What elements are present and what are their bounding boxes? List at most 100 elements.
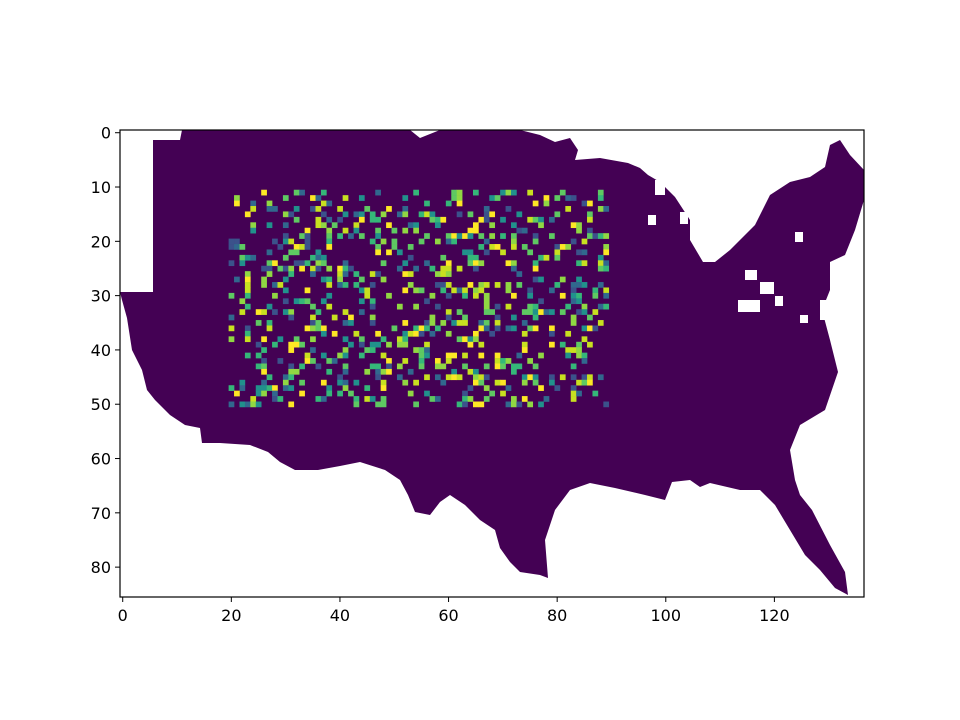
heatmap-cell: [342, 227, 349, 234]
heatmap-cell: [434, 282, 441, 288]
heatmap-cell: [472, 336, 479, 343]
heatmap-cell: [342, 363, 349, 370]
heatmap-cell: [250, 254, 257, 261]
heatmap-cell: [434, 303, 441, 310]
heatmap-cell: [272, 206, 278, 212]
heatmap-cell: [521, 244, 528, 250]
heatmap-cell: [348, 233, 354, 239]
heatmap-cell: [511, 222, 517, 229]
heatmap-cell: [380, 401, 387, 408]
heatmap-cell: [603, 249, 610, 256]
heatmap-cell: [424, 341, 430, 348]
heatmap-cell: [489, 309, 496, 315]
heatmap-cell: [603, 244, 610, 250]
heatmap-cell: [581, 309, 588, 315]
heatmap-cell: [337, 206, 343, 212]
heatmap-cell: [511, 314, 517, 321]
heatmap-cell: [554, 195, 561, 201]
heatmap-cell: [472, 287, 479, 294]
heatmap-cell: [299, 233, 305, 239]
heatmap-cell: [386, 358, 392, 364]
heatmap-cell: [434, 216, 441, 223]
heatmap-cell: [494, 358, 501, 364]
heatmap-cell: [282, 385, 289, 391]
heatmap-cell: [364, 347, 371, 353]
heatmap-cell: [293, 260, 300, 267]
heatmap-cell: [467, 254, 474, 261]
heatmap-cell: [293, 244, 300, 250]
heatmap-cell: [576, 249, 582, 256]
heatmap-cell: [282, 211, 289, 218]
heatmap-cell: [592, 390, 599, 397]
heatmap-cell: [554, 254, 561, 261]
heatmap-cell: [310, 314, 316, 321]
heatmap-cell: [255, 352, 262, 359]
heatmap-cell: [570, 292, 577, 299]
heatmap-cell: [532, 238, 539, 245]
heatmap-cell: [587, 374, 593, 381]
heatmap-cell: [277, 358, 284, 364]
heatmap-cell: [478, 320, 485, 326]
heatmap-cell: [581, 249, 588, 256]
heatmap-cell: [348, 265, 354, 272]
heatmap-cell: [402, 195, 409, 201]
heatmap-cell: [483, 303, 490, 310]
heatmap-cell: [445, 314, 452, 321]
heatmap-cell: [293, 216, 300, 223]
heatmap-cell: [467, 227, 474, 234]
heatmap-cell: [543, 200, 550, 207]
heatmap-cell: [342, 385, 349, 391]
heatmap-cell: [228, 292, 235, 299]
heatmap-cell: [451, 368, 458, 375]
x-axis: 0 20 40 60 80 100 120: [118, 597, 790, 625]
heatmap-cell: [478, 325, 485, 332]
heatmap-cell: [320, 325, 327, 332]
heatmap-cell: [386, 341, 392, 348]
heatmap-cell: [250, 396, 257, 402]
heatmap-cell: [342, 352, 349, 359]
heatmap-cell: [472, 292, 479, 299]
heatmap-cell: [554, 249, 561, 256]
heatmap-cell: [554, 244, 561, 250]
heatmap-cell: [348, 320, 354, 326]
heatmap-cell: [505, 385, 512, 391]
heatmap-cell: [413, 222, 419, 229]
heatmap-cell: [310, 358, 316, 364]
heatmap-cell: [565, 206, 572, 212]
heatmap-cell: [538, 254, 544, 261]
heatmap-cell: [282, 276, 289, 283]
heatmap-cell: [445, 265, 452, 272]
heatmap-cell: [467, 282, 474, 288]
heatmap-cell: [331, 314, 338, 321]
heatmap-cell: [472, 265, 479, 272]
heatmap-cell: [282, 287, 289, 294]
heatmap-cell: [261, 265, 267, 272]
heatmap-cell: [380, 396, 387, 402]
heatmap-cell: [505, 206, 512, 212]
heatmap-cell: [304, 298, 311, 305]
heatmap-cell: [250, 206, 257, 212]
heatmap-cell: [310, 271, 316, 277]
heatmap-cell: [587, 233, 593, 239]
heatmap-cell: [358, 276, 365, 283]
heatmap-cell: [375, 363, 381, 370]
x-tick-label: 60: [438, 606, 458, 625]
heatmap-cell: [511, 244, 517, 250]
heatmap-cell: [228, 238, 235, 245]
heatmap-cell: [592, 292, 599, 299]
heatmap-cell: [478, 374, 485, 381]
heatmap-cell: [380, 352, 387, 359]
heatmap-cell: [244, 303, 251, 310]
heatmap-cell: [288, 249, 295, 256]
heatmap-cell: [299, 363, 305, 370]
heatmap-cell: [483, 320, 490, 326]
heatmap-cell: [288, 271, 295, 277]
heatmap-cell: [255, 341, 262, 348]
heatmap-cell: [342, 336, 349, 343]
heatmap-cell: [402, 271, 409, 277]
heatmap-cell: [261, 276, 267, 283]
heatmap-cell: [326, 303, 333, 310]
x-tick-label: 0: [118, 606, 128, 625]
heatmap-cell: [277, 336, 284, 343]
heatmap-cell: [440, 271, 447, 277]
